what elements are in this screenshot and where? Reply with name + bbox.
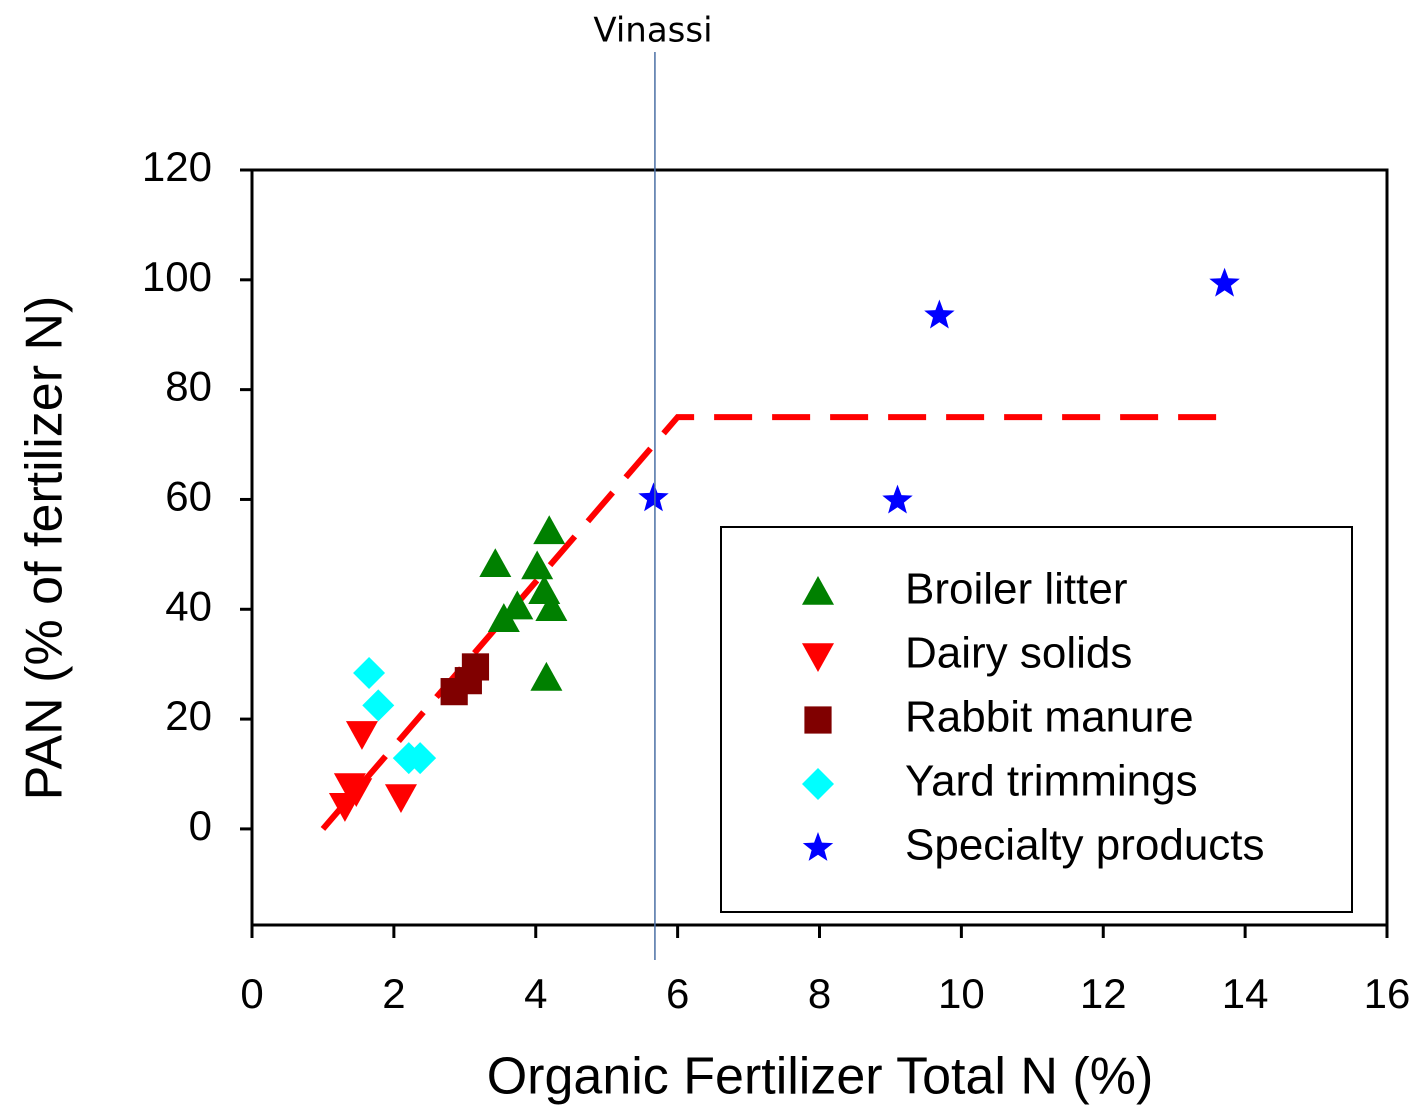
annotation-label: Vinassi <box>593 11 712 51</box>
point <box>384 784 417 814</box>
x-tick-label: 14 <box>1222 970 1269 1017</box>
legend-marker <box>802 576 834 605</box>
point <box>924 299 955 329</box>
legend-marker <box>804 706 832 734</box>
legend-label: Specialty products <box>905 821 1265 870</box>
point <box>533 515 566 545</box>
legend-label: Yard trimmings <box>905 757 1198 806</box>
point <box>521 550 554 580</box>
point <box>340 778 373 808</box>
x-axis-title: Organic Fertilizer Total N (%) <box>487 1048 1154 1106</box>
y-tick-label: 120 <box>142 143 212 190</box>
point <box>454 667 482 695</box>
legend-label: Dairy solids <box>905 629 1132 678</box>
point <box>1209 267 1240 297</box>
y-tick-label: 100 <box>142 253 212 300</box>
point <box>345 721 378 750</box>
point <box>882 484 913 514</box>
point <box>530 661 563 691</box>
x-tick-label: 0 <box>240 970 263 1017</box>
x-tick-label: 6 <box>666 970 689 1017</box>
point <box>501 590 534 620</box>
point <box>535 592 568 621</box>
legend-marker <box>802 768 834 800</box>
x-tick-label: 12 <box>1080 970 1127 1017</box>
legend-marker <box>802 643 834 672</box>
y-tick-label: 20 <box>165 692 212 739</box>
x-tick-label: 8 <box>808 970 831 1017</box>
point <box>404 742 437 775</box>
point <box>328 793 361 822</box>
legend-marker <box>802 832 834 861</box>
point <box>362 689 395 722</box>
x-tick-label: 2 <box>382 970 405 1017</box>
legend-label: Rabbit manure <box>905 693 1194 742</box>
y-tick-label: 40 <box>165 582 212 629</box>
y-tick-label: 80 <box>165 363 212 410</box>
y-tick-label: 60 <box>165 473 212 520</box>
x-tick-label: 4 <box>524 970 547 1017</box>
point <box>638 482 669 512</box>
x-tick-label: 16 <box>1364 970 1411 1017</box>
legend: Broiler litter Dairy solids Rabbit manure Y… <box>720 526 1353 913</box>
legend-label: Broiler litter <box>905 565 1128 614</box>
x-tick-label: 10 <box>938 970 985 1017</box>
y-tick-label: 0 <box>189 802 212 849</box>
point <box>353 656 386 689</box>
y-axis-title: PAN (% of fertilizer N) <box>16 296 74 801</box>
point <box>479 548 512 578</box>
